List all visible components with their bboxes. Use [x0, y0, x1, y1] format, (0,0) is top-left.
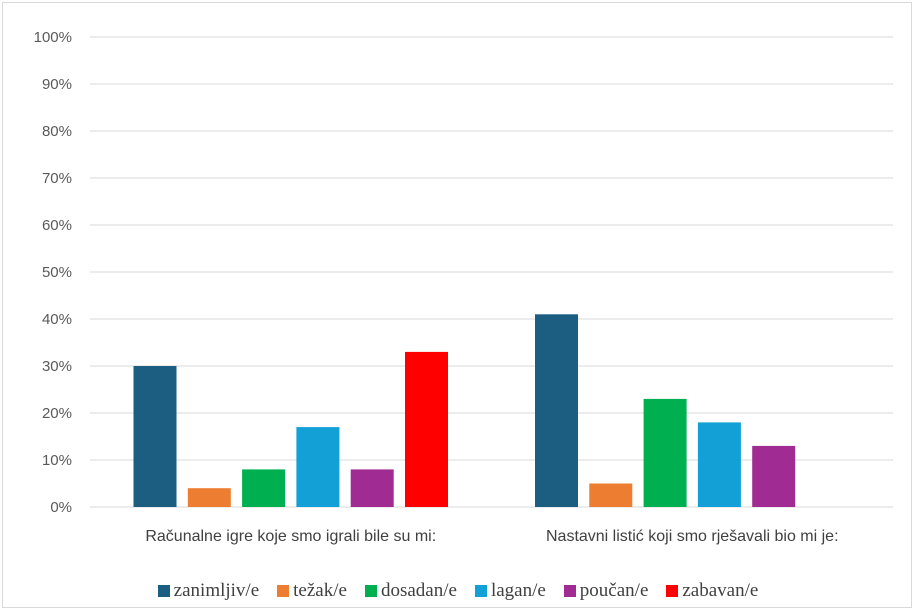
category-label: Nastavni listić koji smo rješavali bio m…	[546, 528, 839, 545]
y-tick-label: 20%	[42, 405, 72, 422]
legend-item: zabavan/e	[666, 580, 758, 602]
legend-label: težak/e	[293, 580, 347, 601]
bar-dosadane-0	[242, 469, 286, 507]
y-tick-label: 50%	[42, 264, 72, 281]
category-label: Računalne igre koje smo igrali bile su m…	[145, 528, 436, 545]
y-tick-label: 30%	[42, 358, 72, 375]
y-tick-label: 90%	[42, 76, 72, 93]
bar-lagane-1	[697, 422, 741, 507]
bars	[133, 314, 796, 507]
legend-label: zanimljiv/e	[173, 580, 260, 601]
y-tick-label: 10%	[42, 452, 72, 469]
legend-item: lagan/e	[474, 580, 546, 602]
bar-zanimljive-1	[535, 314, 578, 507]
bar-teake-1	[589, 483, 633, 507]
legend-swatch	[563, 585, 576, 597]
legend-label: dosadan/e	[380, 580, 457, 601]
bar-zanimljive-0	[133, 366, 177, 507]
bar-lagane-0	[296, 427, 340, 507]
legend-item: poučan/e	[563, 580, 649, 602]
bar-zabavane-0	[405, 351, 448, 507]
y-tick-label: 40%	[42, 311, 72, 328]
legend-swatch	[364, 585, 377, 597]
legend-swatch	[474, 585, 487, 597]
legend-label: poučan/e	[579, 580, 649, 601]
bar-dosadane-1	[643, 398, 687, 507]
legend-swatch	[157, 585, 170, 597]
legend: zanimljiv/e težak/e dosadan/e lagan/e poučan…	[0, 578, 916, 604]
legend-item: težak/e	[277, 580, 347, 602]
y-tick-label: 70%	[42, 170, 72, 187]
y-axis-ticks: 0% 10% 20% 30% 40% 50% 60% 70% 80% 90% 100%	[34, 29, 72, 516]
category-labels: Računalne igre koje smo igrali bile su m…	[145, 528, 838, 545]
y-tick-label: 100%	[34, 29, 72, 46]
y-tick-label: 60%	[42, 217, 72, 234]
legend-label: zabavan/e	[682, 580, 759, 601]
y-tick-label: 80%	[42, 123, 72, 140]
bar-pouane-0	[350, 469, 394, 507]
gridlines	[90, 36, 893, 508]
legend-swatch	[277, 585, 290, 597]
legend-swatch	[666, 585, 679, 597]
legend-item: zanimljiv/e	[157, 580, 260, 602]
bar-teake-0	[187, 488, 231, 507]
legend-label: lagan/e	[490, 580, 546, 601]
y-tick-label: 0%	[50, 499, 72, 516]
legend-item: dosadan/e	[364, 580, 457, 602]
bar-pouane-1	[752, 445, 796, 507]
